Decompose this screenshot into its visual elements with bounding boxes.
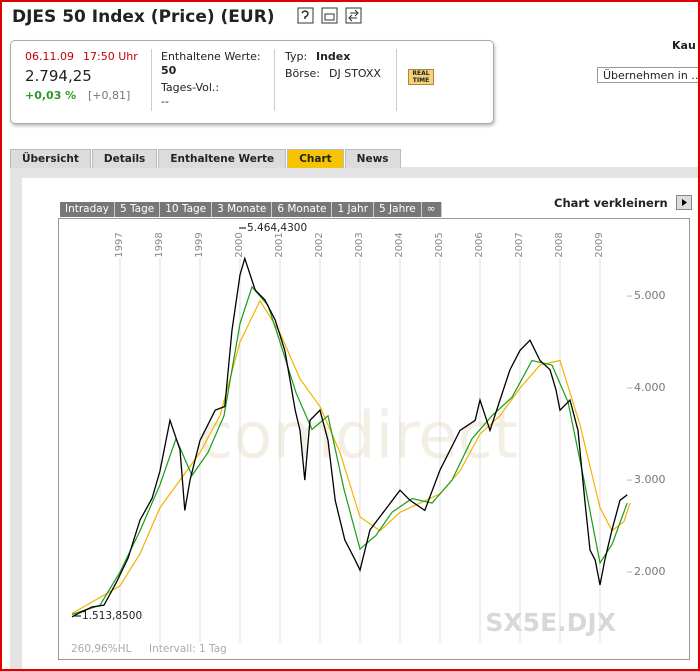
x-tick-label: 1999 (194, 232, 205, 257)
tab[interactable]: Chart (287, 149, 344, 168)
x-tick-label: 2004 (394, 232, 405, 257)
quote-date: 06.11.09 (25, 50, 74, 63)
realtime-badge: REAL TIME (408, 69, 434, 85)
y-tick-label: 3.000 (634, 473, 666, 486)
contained-label: Enthaltene Werte: (161, 50, 261, 63)
x-tick-label: 2001 (274, 232, 285, 257)
print-icon[interactable] (321, 7, 338, 24)
symbol-watermark: SX5E.DJX (485, 608, 616, 637)
quote-price: 2.794,25 (25, 67, 92, 85)
toolbar-icons[interactable] (297, 7, 363, 25)
x-tick-label: 2007 (514, 232, 525, 257)
volume-label: Tages-Vol.: (161, 81, 220, 94)
x-tick-label: 2006 (474, 232, 485, 257)
tab-bar: Übersicht Details Enthaltene Werte Chart New… (10, 149, 402, 168)
quote-box: 06.11.09 17:50 Uhr 2.794,25 +0,03 % [+0,… (10, 40, 494, 124)
period-button[interactable]: 3 Monate (212, 202, 273, 217)
footer-interval: Intervall: 1 Tag (149, 643, 227, 655)
y-tick-label: 4.000 (634, 381, 666, 394)
transfer-select[interactable]: Übernehmen in ... (597, 67, 700, 83)
y-tick-label: 2.000 (634, 565, 666, 578)
period-button[interactable]: 1 Jahr (332, 202, 375, 217)
watermark: comdirect (198, 400, 518, 474)
x-tick-label: 2002 (314, 232, 325, 257)
quote-time: 17:50 Uhr (83, 50, 138, 63)
period-button[interactable]: 6 Monate (272, 202, 333, 217)
refresh-icon[interactable] (345, 7, 362, 24)
exchange-value: DJ STOXX (329, 67, 381, 80)
period-bar: Intraday 5 Tage 10 Tage 3 Monate 6 Monate 1 J… (60, 202, 442, 217)
tab[interactable]: Details (91, 149, 158, 168)
help-icon[interactable] (297, 7, 314, 24)
chart-toggle[interactable]: Chart verkleinern (554, 196, 668, 210)
x-tick-label: 1997 (114, 232, 125, 257)
exchange-label: Börse: (285, 67, 321, 80)
type-value: Index (316, 50, 351, 63)
chart: comdirect 1997 1998 1999 2000 2001 2002 2003 200… (58, 218, 690, 660)
series-line (71, 285, 628, 615)
series-line (71, 256, 628, 618)
quote-change-abs: [+0,81] (88, 89, 131, 102)
period-button[interactable]: ∞ (422, 202, 442, 217)
tab[interactable]: News (344, 149, 401, 168)
tab[interactable]: Enthaltene Werte (158, 149, 287, 168)
x-tick-label: 1998 (154, 232, 165, 257)
x-tick-label: 2005 (434, 232, 445, 257)
annotation: 5.464,4300 (247, 222, 307, 234)
period-button[interactable]: 10 Tage (160, 202, 213, 217)
page-title: DJES 50 Index (Price) (EUR) (12, 7, 275, 27)
x-tick-label: 2009 (594, 232, 605, 257)
toggle-button[interactable] (676, 195, 693, 211)
footer-range: 260,96%HL (71, 643, 132, 655)
tab[interactable]: Übersicht (10, 149, 91, 168)
period-button[interactable]: 5 Tage (115, 202, 161, 217)
contained-value: 50 (161, 64, 177, 77)
x-tick-label: 2008 (554, 232, 565, 257)
y-tick-label: 5.000 (634, 289, 666, 302)
period-button[interactable]: 5 Jahre (374, 202, 422, 217)
quote-change-pct: +0,03 % (25, 89, 77, 102)
x-tick-label: 2003 (354, 232, 365, 257)
annotation: 1.513,8500 (82, 610, 142, 622)
period-button[interactable]: Intraday (60, 202, 115, 217)
volume-value: -- (161, 95, 169, 108)
series-line (71, 299, 631, 615)
x-tick-label: 2000 (234, 232, 245, 257)
side-heading: Kau (672, 39, 696, 52)
type-label: Typ: (285, 50, 308, 63)
